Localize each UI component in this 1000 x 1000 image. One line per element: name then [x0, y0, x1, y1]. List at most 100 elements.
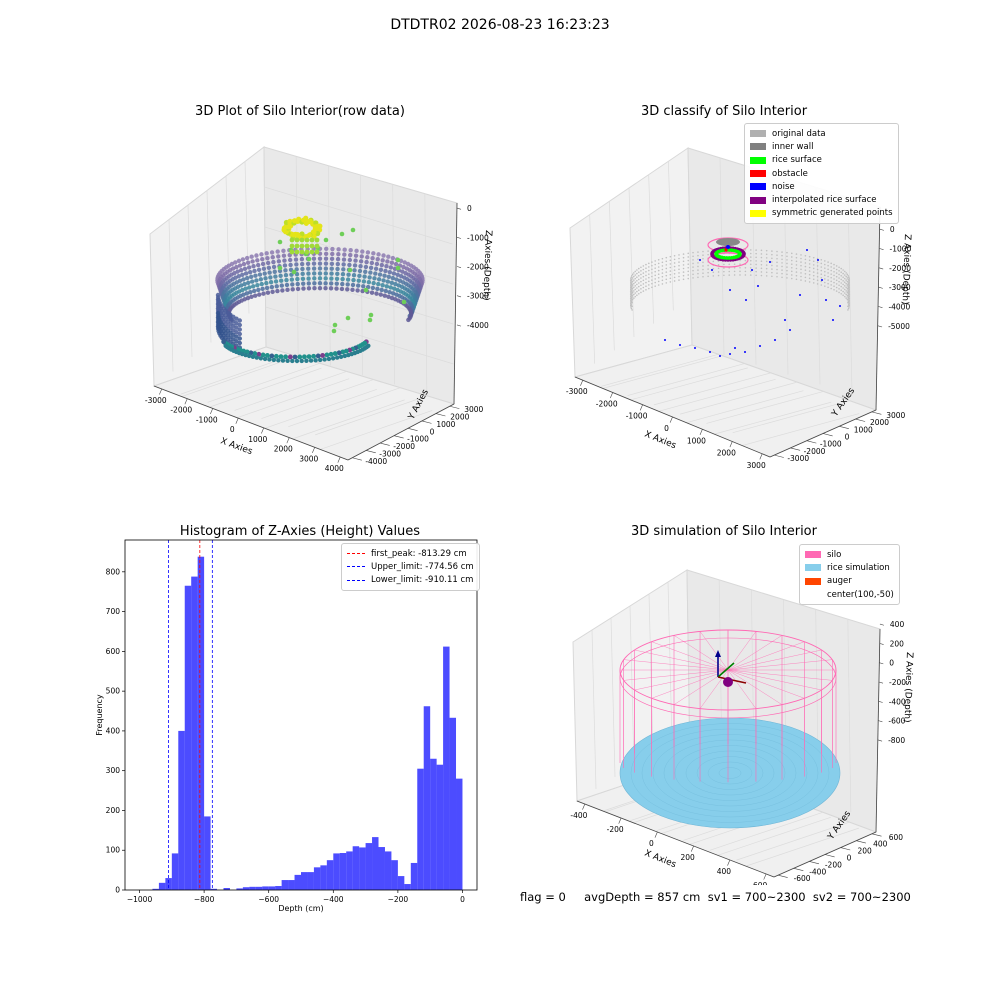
legend-item: auger [805, 575, 894, 588]
cls-point [845, 286, 847, 289]
raw-point [375, 256, 380, 262]
cls-point [771, 268, 773, 270]
histogram-y-tick-label: 0 [115, 886, 120, 895]
raw-point [340, 349, 346, 355]
raw-point [386, 254, 391, 259]
legend-swatch [750, 143, 766, 151]
histogram-bar [410, 862, 418, 890]
cls-point [840, 267, 843, 270]
raw-point [299, 261, 305, 267]
cls-point [771, 271, 773, 274]
cls-point [630, 306, 632, 308]
histogram-bar [423, 706, 431, 890]
histogram-bar [255, 886, 263, 890]
raw-point [390, 291, 396, 296]
grid-line [717, 816, 831, 856]
cls-point [697, 254, 699, 257]
grid-line [327, 165, 331, 366]
cls-point [661, 268, 664, 271]
raw-point [265, 255, 270, 261]
raw-point [341, 262, 346, 267]
raw-point [345, 315, 351, 321]
cls-point [648, 287, 650, 290]
raw-point [254, 355, 260, 360]
cls-point [833, 271, 835, 273]
cls-point [835, 286, 838, 289]
raw-point [295, 286, 301, 292]
simulation-plot-title: 3D simulation of Silo Interior [631, 524, 817, 539]
cls-point [744, 274, 747, 276]
sim-z-tick-mark [877, 739, 883, 742]
grid-line [181, 357, 294, 397]
histogram-bar [210, 888, 218, 890]
grid-line [628, 187, 635, 338]
cls-point [682, 260, 685, 263]
legend-line [347, 579, 365, 581]
cls-point [781, 269, 783, 271]
cls-point [820, 276, 823, 279]
cls-point [717, 263, 720, 266]
cls-point [755, 249, 757, 251]
raw-z-tick-mark [456, 324, 462, 327]
cls-point [631, 284, 634, 286]
cls-point [699, 259, 701, 261]
cls-point [631, 275, 633, 277]
cls-point [633, 282, 635, 285]
raw-point [329, 266, 334, 271]
cls-point [843, 288, 846, 291]
raw-point [312, 286, 317, 291]
cls-point [765, 275, 768, 277]
legend-swatch [805, 591, 821, 598]
cls-x-tick-mark [729, 441, 733, 448]
cls-point [776, 272, 778, 274]
cls-point [729, 353, 731, 355]
raw-x-tick-label: -1000 [196, 415, 218, 424]
grid-line [602, 356, 720, 389]
cls-point [687, 274, 690, 276]
raw-point [280, 288, 285, 293]
raw-point [255, 258, 260, 263]
raw-point [241, 277, 246, 282]
cls-point [739, 274, 741, 276]
cls-point [824, 274, 826, 277]
raw-x-tick-mark [286, 437, 290, 444]
raw-point [393, 261, 399, 267]
cls-point [648, 276, 650, 279]
raw-point [309, 249, 315, 255]
cls-point [712, 260, 715, 263]
cls-point [692, 255, 694, 258]
raw-point [312, 271, 317, 276]
raw-point [331, 328, 337, 334]
raw-point [368, 312, 374, 318]
raw-point [303, 215, 309, 221]
cls-point [642, 286, 645, 289]
raw-point [234, 264, 239, 270]
cls-point [673, 262, 676, 264]
cls-point [642, 272, 645, 274]
cls-point [728, 270, 731, 273]
cls-point [832, 319, 834, 321]
cls-point [636, 294, 638, 297]
cls-point [749, 252, 752, 255]
cls-point [786, 255, 788, 258]
cls-point [765, 249, 768, 252]
cls-point [669, 266, 672, 269]
cls-point [812, 260, 815, 263]
cls-point [847, 307, 850, 310]
histogram-bar [197, 556, 205, 890]
grid-line [667, 581, 673, 742]
cls-point [759, 345, 761, 347]
cls-point [808, 270, 811, 272]
sim-z-tick-label: 200 [890, 639, 905, 648]
cls-point [642, 279, 645, 282]
cls-point [790, 274, 793, 276]
histogram-bar [288, 880, 295, 890]
cls-point [642, 265, 645, 267]
cls-x-tick-mark [759, 453, 763, 460]
cls-point [702, 275, 704, 278]
cls-point [717, 260, 720, 262]
cls-point [669, 263, 672, 265]
histogram-bar [372, 837, 379, 890]
raw-point [248, 274, 254, 280]
cls-point [692, 273, 694, 276]
